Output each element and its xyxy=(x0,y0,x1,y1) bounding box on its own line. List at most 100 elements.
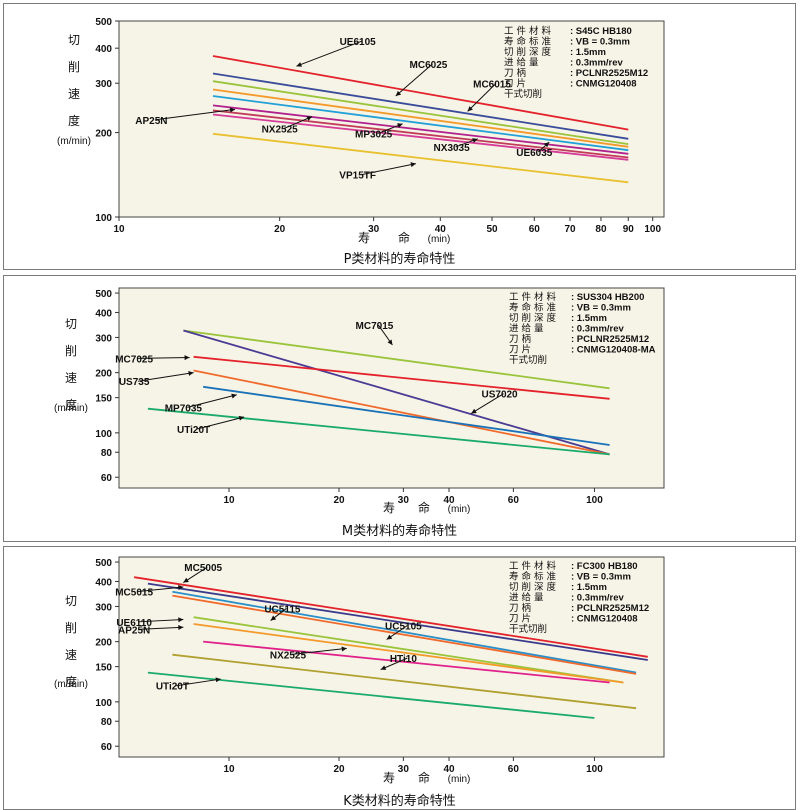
y-axis-label-char: 度 xyxy=(65,397,77,412)
series-line-nx2525 xyxy=(203,640,610,684)
series-line-mc6015 xyxy=(212,80,629,145)
condition-label: 进 给 量 xyxy=(504,57,539,69)
y-tick-label: 200 xyxy=(95,129,112,140)
y-axis-unit: (m/min) xyxy=(54,403,88,414)
x-tick-label: 60 xyxy=(508,764,520,775)
x-tick-label: 80 xyxy=(595,224,607,235)
condition-label: 干式切削 xyxy=(504,88,542,100)
y-axis-label-char: 速 xyxy=(68,87,80,101)
x-tick-label: 30 xyxy=(368,224,380,235)
leader-line xyxy=(470,393,504,414)
series-line-uti20t xyxy=(147,407,610,456)
condition-label: 进 给 量 xyxy=(509,323,544,335)
leader-line xyxy=(155,108,236,121)
leader-line xyxy=(176,678,221,687)
y-axis-unit: (m/min) xyxy=(57,136,91,147)
condition-label: 工 件 材 料 xyxy=(504,25,552,37)
x-tick-label: 100 xyxy=(586,764,603,775)
leader-line xyxy=(138,372,194,382)
y-axis-label-char: 削 xyxy=(68,60,80,74)
chart-title: K类材料的寿命特性 xyxy=(343,794,456,809)
series-line-uti20t xyxy=(147,671,595,719)
y-tick-label: 300 xyxy=(95,79,112,90)
x-axis-label-char: 命 xyxy=(398,230,410,245)
series-label-mp3025: MP3025 xyxy=(355,130,393,141)
series-label-ap25n: AP25N xyxy=(118,625,150,636)
y-tick-label: 100 xyxy=(95,698,112,709)
series-line-uc5115 xyxy=(172,590,637,674)
leader-arrowhead xyxy=(410,162,416,168)
y-axis-label-char: 速 xyxy=(65,648,77,662)
y-tick-label: 200 xyxy=(95,638,112,649)
series-line-hti10 xyxy=(172,653,637,710)
x-tick-label: 30 xyxy=(398,764,410,775)
leader-arrowhead xyxy=(397,123,403,128)
x-axis-label-char: 寿 xyxy=(383,501,395,515)
condition-value: : PCLNR2525M12 xyxy=(571,603,649,614)
series-label-ue6105: UE6105 xyxy=(340,37,377,48)
series-line-nx3035 xyxy=(212,109,629,159)
condition-value: : VB = 0.3mm xyxy=(571,303,631,314)
chart-panel-k: 60 80 100 150 200 300 400 500 10 20 30 40 60 100 切削速度(… xyxy=(3,546,796,810)
leader-arrowhead xyxy=(386,634,393,640)
series-line-vp15tf xyxy=(212,132,629,184)
leader-line xyxy=(395,63,433,97)
leader-line xyxy=(197,416,245,430)
leader-line xyxy=(138,357,190,359)
y-axis-label-char: 切 xyxy=(65,317,77,331)
leader-arrowhead xyxy=(188,370,194,376)
condition-label: 刀 柄 xyxy=(509,602,531,614)
leader-line xyxy=(467,82,497,112)
leader-line xyxy=(361,163,416,176)
condition-value: : CNMG120408-MA xyxy=(571,345,656,356)
x-tick-label: 70 xyxy=(564,224,576,235)
series-label-vp15tf: VP15TF xyxy=(339,171,376,182)
x-axis-unit: (min) xyxy=(448,504,471,515)
condition-label: 寿 命 标 准 xyxy=(509,302,557,314)
series-label-uti20t: UTi20T xyxy=(177,425,210,436)
series-label-ue6035: UE6035 xyxy=(516,148,553,159)
leader-arrowhead xyxy=(215,677,221,683)
x-tick-label: 20 xyxy=(333,495,345,506)
leader-line xyxy=(138,586,184,593)
y-axis-label-char: 切 xyxy=(65,594,77,608)
x-tick-label: 10 xyxy=(223,764,235,775)
y-tick-label: 500 xyxy=(95,289,112,300)
leader-arrowhead xyxy=(238,415,245,421)
condition-value: : FC300 HB180 xyxy=(571,561,638,572)
condition-value: : 0.3mm/rev xyxy=(571,593,625,604)
condition-label: 寿 命 标 准 xyxy=(509,571,557,583)
y-tick-label: 150 xyxy=(95,394,112,405)
y-tick-label: 500 xyxy=(95,17,112,28)
y-tick-label: 60 xyxy=(101,742,113,753)
series-line-ap25n xyxy=(193,623,624,684)
condition-label: 干式切削 xyxy=(509,623,547,635)
x-tick-label: 40 xyxy=(435,224,447,235)
leader-line xyxy=(138,626,184,630)
series-line-ap25n xyxy=(212,88,629,148)
condition-value: : CNMG120408 xyxy=(571,614,638,625)
leader-arrowhead xyxy=(229,107,236,113)
series-label-mc7025: MC7025 xyxy=(115,354,153,365)
condition-value: : PCLNR2525M12 xyxy=(571,334,649,345)
y-tick-label: 80 xyxy=(101,717,113,728)
series-label-nx3035: NX3035 xyxy=(434,143,471,154)
condition-label: 进 给 量 xyxy=(509,592,544,604)
series-line-nx2525 xyxy=(212,104,629,155)
x-axis-unit: (min) xyxy=(448,774,471,785)
leader-arrowhead xyxy=(270,615,277,621)
series-label-us735: US735 xyxy=(119,377,150,388)
x-tick-label: 20 xyxy=(333,764,345,775)
chart-title: M类材料的寿命特性 xyxy=(341,524,458,539)
series-label-mc6015: MC6015 xyxy=(473,79,511,90)
condition-value: : 1.5mm xyxy=(570,47,606,58)
x-tick-label: 20 xyxy=(274,224,286,235)
condition-label: 刀 片 xyxy=(509,613,531,625)
leader-arrowhead xyxy=(184,355,190,361)
y-tick-label: 60 xyxy=(101,473,113,484)
chart-title: P类材料的寿命特性 xyxy=(343,252,456,267)
plot-area xyxy=(118,556,665,758)
series-line-mc7025 xyxy=(193,355,610,400)
series-line-ue6035 xyxy=(212,113,629,161)
y-axis-label-char: 削 xyxy=(65,344,77,358)
